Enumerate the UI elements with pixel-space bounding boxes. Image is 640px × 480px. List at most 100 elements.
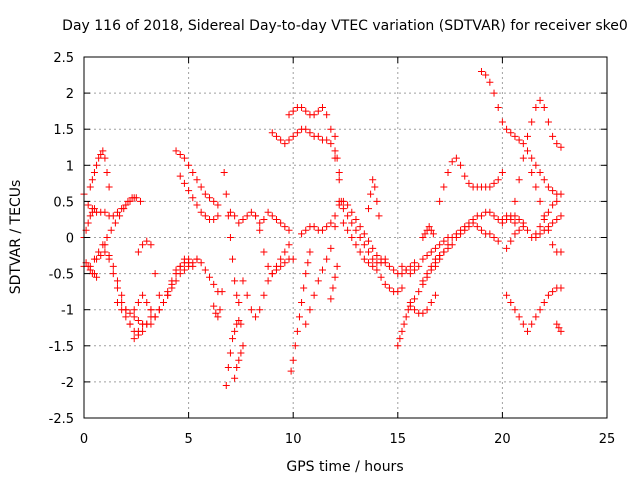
data-point — [256, 219, 264, 227]
data-point — [419, 234, 427, 241]
data-point — [318, 104, 326, 112]
data-point — [107, 226, 115, 234]
data-point — [394, 342, 402, 350]
data-point — [132, 194, 140, 202]
data-point — [494, 104, 502, 112]
data-point — [335, 176, 343, 184]
data-point — [540, 104, 548, 112]
data-point — [113, 208, 121, 216]
data-point — [206, 194, 214, 202]
data-point — [264, 262, 272, 270]
data-point — [425, 223, 433, 231]
data-point — [440, 183, 448, 191]
data-point — [544, 183, 552, 191]
data-point — [235, 317, 243, 325]
data-point — [385, 284, 393, 292]
data-point — [536, 169, 544, 177]
data-point — [465, 223, 473, 231]
data-point — [289, 356, 297, 364]
data-point — [519, 154, 527, 162]
data-point — [180, 154, 188, 162]
y-tick-label: 0.5 — [53, 195, 74, 210]
data-point — [197, 208, 205, 216]
data-point — [419, 277, 427, 285]
data-point — [147, 241, 155, 249]
data-point — [298, 104, 306, 112]
data-point — [540, 298, 548, 306]
data-point — [490, 179, 498, 187]
data-point — [503, 244, 511, 252]
data-point — [139, 291, 147, 299]
data-point — [461, 172, 469, 180]
data-point — [84, 219, 92, 227]
data-point — [423, 306, 431, 314]
data-point — [515, 215, 523, 223]
data-point — [490, 89, 498, 97]
data-point — [528, 118, 536, 126]
data-point — [197, 183, 205, 191]
data-point — [398, 262, 406, 270]
data-point — [201, 266, 209, 274]
data-point — [151, 270, 159, 278]
data-point — [339, 205, 347, 213]
data-point — [419, 255, 427, 263]
data-point — [101, 208, 109, 216]
data-point — [101, 241, 109, 249]
data-point — [549, 132, 557, 140]
data-point — [477, 67, 485, 75]
data-point — [229, 335, 237, 343]
data-point — [465, 179, 473, 187]
data-point — [352, 241, 360, 249]
data-point — [427, 298, 435, 306]
data-point — [557, 248, 565, 256]
data-point — [90, 270, 98, 278]
data-point — [226, 208, 234, 216]
data-point — [306, 306, 314, 314]
data-point — [268, 270, 276, 278]
data-point — [260, 291, 268, 299]
data-point — [95, 248, 103, 256]
data-point — [507, 237, 515, 245]
data-point — [557, 143, 565, 151]
data-point — [557, 190, 565, 198]
data-point — [168, 280, 176, 288]
data-point — [331, 273, 339, 281]
data-point — [461, 226, 469, 234]
data-point — [206, 273, 214, 281]
data-point — [176, 150, 184, 158]
data-point — [329, 284, 337, 292]
data-point — [306, 129, 314, 137]
data-point — [172, 277, 180, 285]
data-point — [210, 280, 218, 288]
data-point — [116, 212, 124, 220]
y-tick-label: -2.5 — [49, 412, 74, 427]
data-point — [444, 169, 452, 177]
data-point — [185, 161, 193, 169]
data-point — [272, 266, 280, 274]
data-point — [105, 183, 113, 191]
data-point — [120, 205, 128, 213]
data-point — [237, 320, 245, 328]
data-point — [549, 288, 557, 296]
data-point — [457, 230, 465, 238]
data-point — [210, 302, 218, 310]
data-point — [111, 219, 119, 227]
data-point — [256, 226, 264, 234]
y-tick-label: 1 — [66, 159, 74, 174]
data-point — [185, 255, 193, 263]
data-point — [323, 255, 331, 263]
data-point — [185, 262, 193, 270]
data-point — [256, 306, 264, 314]
data-point — [86, 183, 94, 191]
data-point — [402, 313, 410, 321]
data-point — [344, 212, 352, 220]
data-point — [214, 313, 222, 321]
data-point — [214, 212, 222, 220]
data-point — [511, 132, 519, 140]
data-point — [197, 259, 205, 267]
data-point — [201, 190, 209, 198]
data-point — [247, 306, 255, 314]
data-point — [348, 219, 356, 227]
data-point — [444, 244, 452, 252]
